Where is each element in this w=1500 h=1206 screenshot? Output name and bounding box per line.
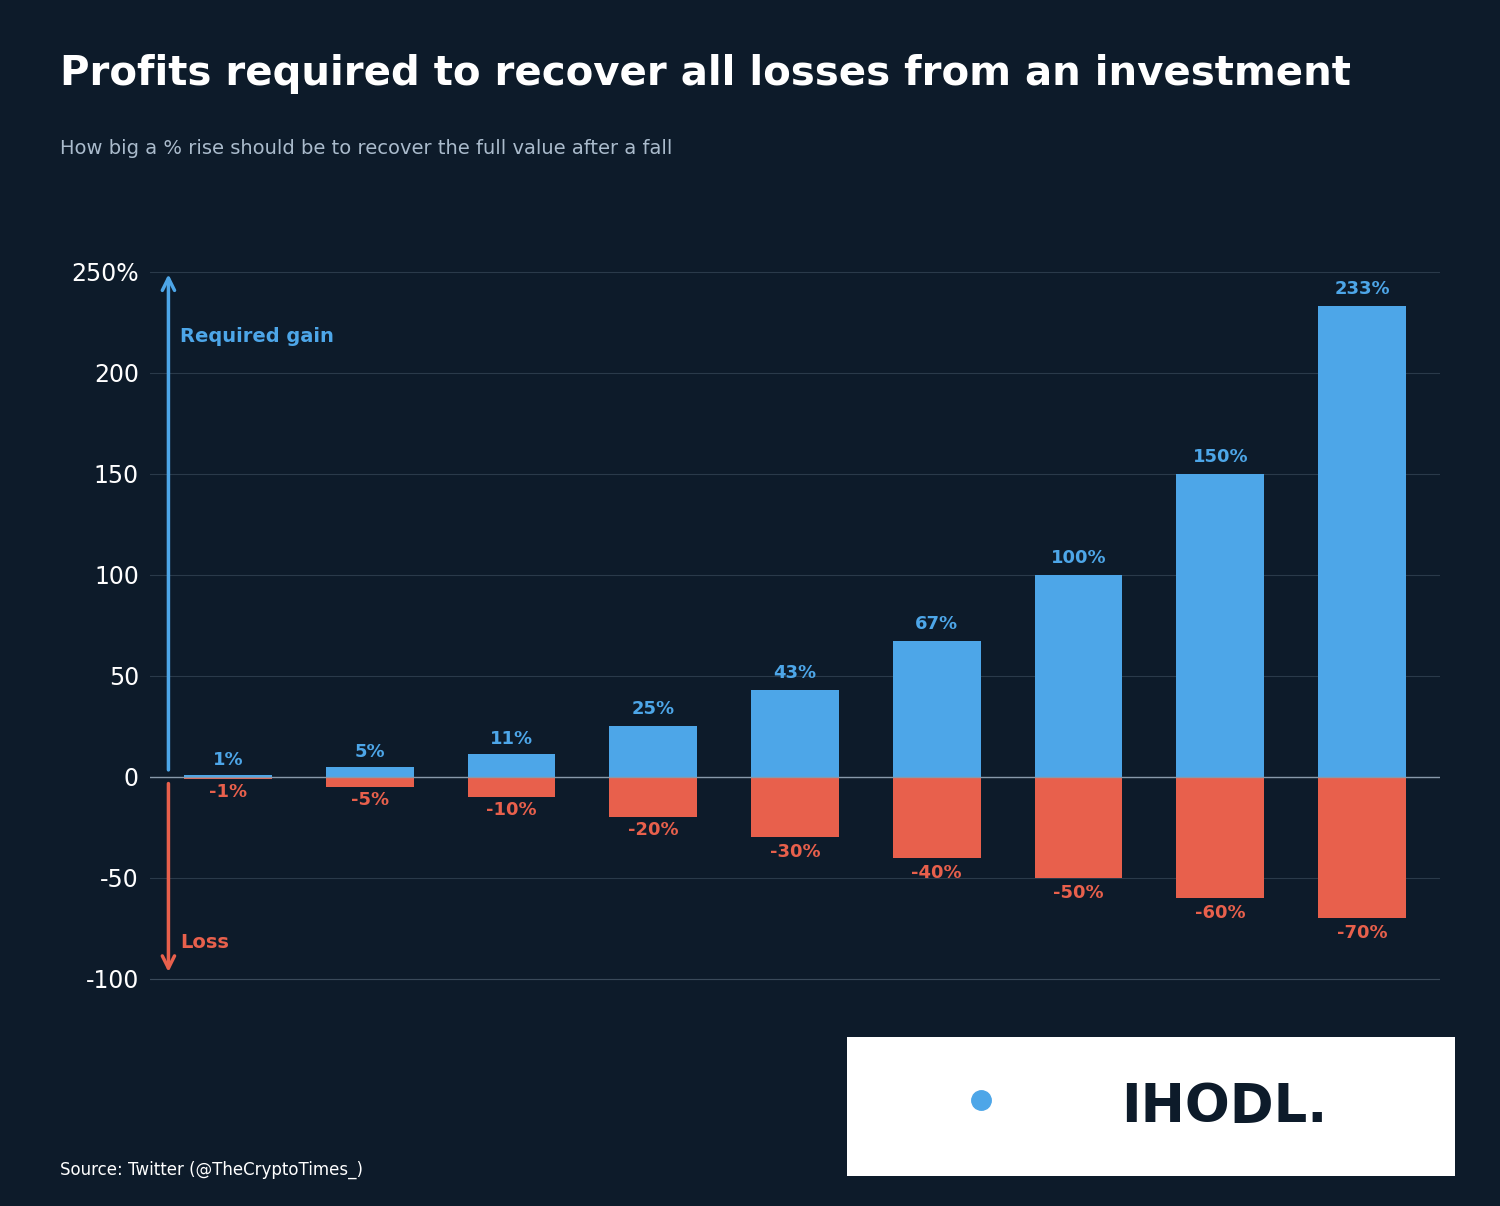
Text: -5%: -5% (351, 791, 388, 809)
Bar (1318, 777, 1406, 918)
Bar (609, 726, 698, 777)
Text: 25%: 25% (632, 701, 675, 718)
Bar (752, 690, 839, 777)
Bar (752, 777, 839, 837)
Text: -40%: -40% (912, 863, 962, 882)
Text: 11%: 11% (490, 731, 532, 749)
Bar (609, 777, 698, 818)
Bar (468, 755, 555, 777)
Text: How big a % rise should be to recover the full value after a fall: How big a % rise should be to recover th… (60, 139, 672, 158)
Text: -30%: -30% (770, 843, 820, 861)
Text: 43%: 43% (774, 663, 816, 681)
Text: 100%: 100% (1050, 549, 1107, 567)
Bar (326, 777, 414, 786)
Text: 67%: 67% (915, 615, 958, 633)
Text: -20%: -20% (628, 821, 678, 839)
Text: 5%: 5% (354, 743, 386, 761)
Bar (892, 777, 981, 857)
Bar (1035, 574, 1122, 777)
Bar (892, 642, 981, 777)
Bar (326, 767, 414, 777)
Text: Profits required to recover all losses from an investment: Profits required to recover all losses f… (60, 54, 1352, 94)
Bar (1176, 777, 1264, 898)
Text: IHODL.: IHODL. (1120, 1081, 1328, 1132)
Text: 150%: 150% (1192, 447, 1248, 466)
Text: Source: Twitter (@TheCryptoTimes_): Source: Twitter (@TheCryptoTimes_) (60, 1161, 363, 1179)
Bar (468, 777, 555, 797)
Text: -10%: -10% (486, 801, 537, 819)
Text: Required gain: Required gain (180, 327, 333, 346)
Bar (1318, 306, 1406, 777)
Bar (184, 774, 272, 777)
Bar (1035, 777, 1122, 878)
Text: 233%: 233% (1334, 280, 1390, 298)
Text: -1%: -1% (209, 783, 248, 801)
Text: 1%: 1% (213, 750, 243, 768)
Text: -60%: -60% (1196, 904, 1245, 923)
Text: -50%: -50% (1053, 884, 1104, 902)
Text: Loss: Loss (180, 933, 228, 952)
Text: -70%: -70% (1336, 924, 1388, 942)
Bar (184, 777, 272, 779)
Bar (1176, 474, 1264, 777)
